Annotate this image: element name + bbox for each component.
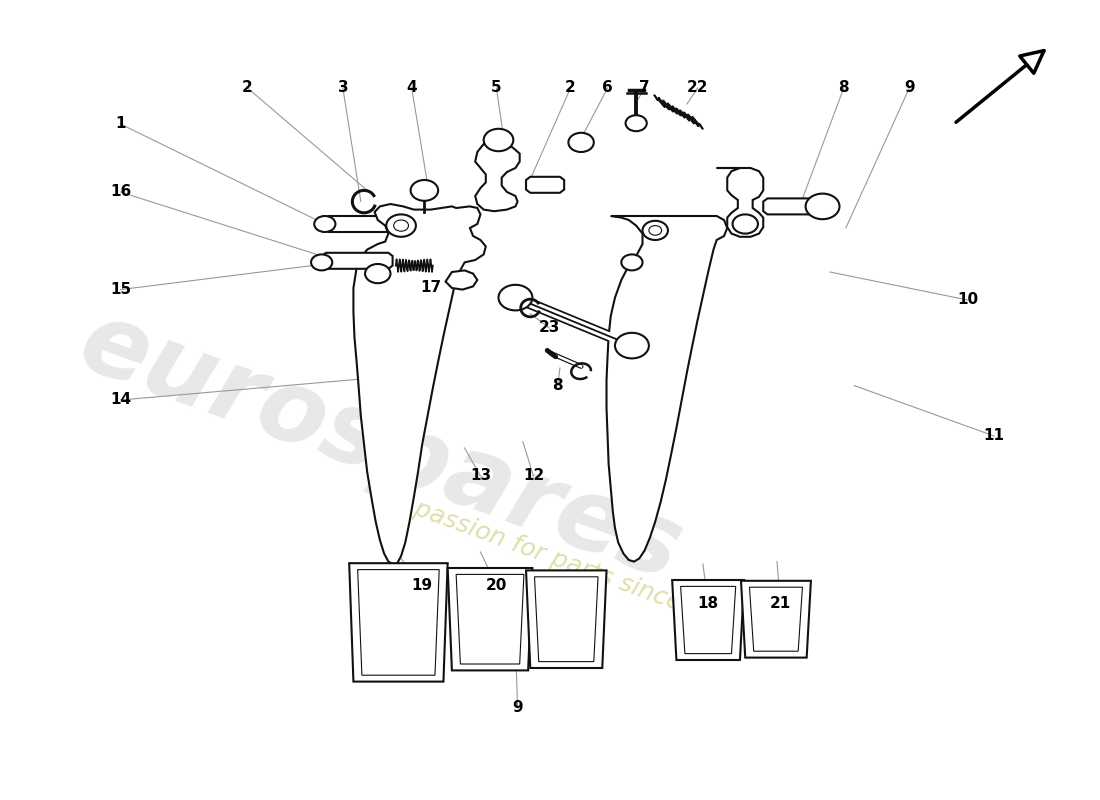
Text: 21: 21 bbox=[770, 597, 791, 611]
Circle shape bbox=[394, 220, 408, 231]
Polygon shape bbox=[672, 580, 745, 660]
Text: 9: 9 bbox=[904, 81, 915, 95]
Text: 8: 8 bbox=[838, 81, 849, 95]
Text: 3: 3 bbox=[338, 81, 348, 95]
Text: 1: 1 bbox=[116, 117, 125, 131]
Text: 11: 11 bbox=[983, 429, 1004, 443]
Text: 22: 22 bbox=[686, 81, 708, 95]
Circle shape bbox=[365, 264, 390, 283]
Circle shape bbox=[626, 115, 647, 131]
Text: 2: 2 bbox=[242, 81, 253, 95]
Polygon shape bbox=[606, 216, 727, 562]
Text: 2: 2 bbox=[565, 81, 576, 95]
Circle shape bbox=[733, 214, 758, 234]
Polygon shape bbox=[717, 168, 763, 237]
Circle shape bbox=[484, 129, 514, 151]
Polygon shape bbox=[448, 568, 532, 670]
Text: 9: 9 bbox=[513, 701, 522, 715]
Polygon shape bbox=[349, 563, 448, 682]
Text: 12: 12 bbox=[522, 469, 544, 483]
Text: a passion for parts since 1985: a passion for parts since 1985 bbox=[389, 488, 752, 640]
Text: 5: 5 bbox=[491, 81, 502, 95]
Circle shape bbox=[569, 133, 594, 152]
Polygon shape bbox=[321, 253, 393, 269]
Text: eurospares: eurospares bbox=[66, 294, 694, 602]
Polygon shape bbox=[353, 204, 486, 564]
Circle shape bbox=[410, 180, 438, 201]
Circle shape bbox=[805, 194, 839, 219]
Circle shape bbox=[621, 254, 642, 270]
Circle shape bbox=[498, 285, 532, 310]
Text: 23: 23 bbox=[539, 321, 560, 335]
Text: 14: 14 bbox=[110, 393, 131, 407]
Circle shape bbox=[386, 214, 416, 237]
Polygon shape bbox=[446, 270, 477, 290]
Polygon shape bbox=[741, 581, 811, 658]
Text: 17: 17 bbox=[420, 281, 441, 295]
Text: 8: 8 bbox=[552, 378, 563, 393]
Text: 10: 10 bbox=[957, 293, 978, 307]
Polygon shape bbox=[526, 177, 564, 193]
Circle shape bbox=[315, 216, 336, 232]
Circle shape bbox=[311, 254, 332, 270]
Text: 20: 20 bbox=[486, 578, 507, 593]
Polygon shape bbox=[324, 216, 404, 232]
Circle shape bbox=[642, 221, 668, 240]
Polygon shape bbox=[526, 570, 606, 668]
Text: 7: 7 bbox=[639, 81, 650, 95]
Polygon shape bbox=[763, 198, 818, 214]
Circle shape bbox=[615, 333, 649, 358]
Text: 4: 4 bbox=[406, 81, 417, 95]
Text: 16: 16 bbox=[110, 185, 131, 199]
Text: 19: 19 bbox=[411, 578, 432, 593]
Text: 15: 15 bbox=[110, 282, 131, 297]
Circle shape bbox=[649, 226, 661, 235]
Text: 13: 13 bbox=[470, 469, 491, 483]
Text: 18: 18 bbox=[697, 597, 718, 611]
Text: 6: 6 bbox=[602, 81, 613, 95]
Polygon shape bbox=[475, 144, 519, 211]
